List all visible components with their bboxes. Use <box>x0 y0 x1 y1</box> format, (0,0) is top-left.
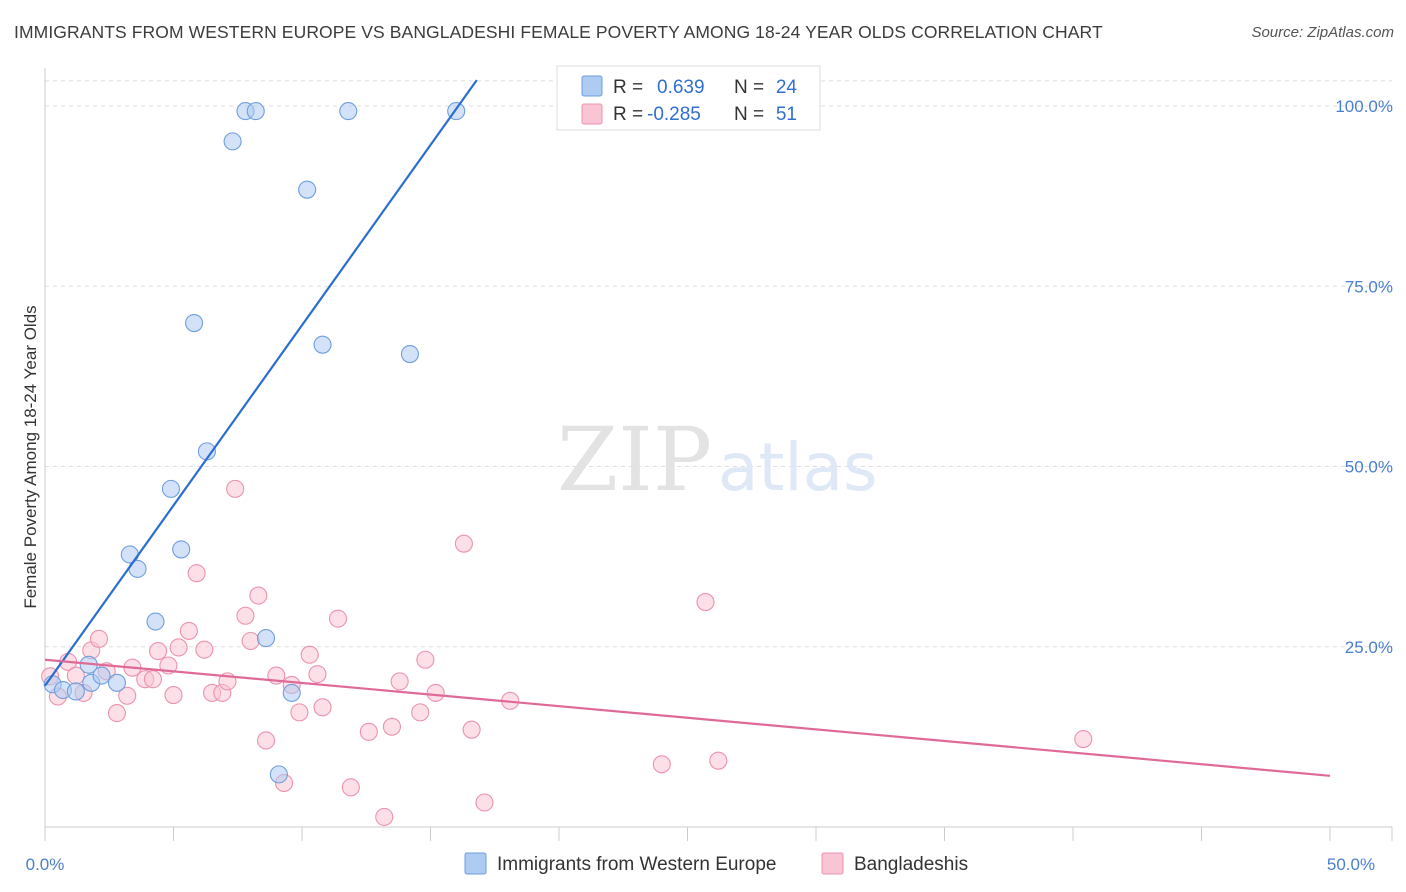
pink-point-15 <box>164 686 183 705</box>
pink-point-40 <box>390 672 409 691</box>
blue-point-16 <box>246 102 265 121</box>
legend-n-label-blue: N = <box>734 77 764 98</box>
blue-point-9 <box>146 612 165 631</box>
legend-swatch-blue <box>581 75 603 97</box>
blue-point-6 <box>107 673 127 692</box>
series-legend-swatch-blue <box>464 852 487 875</box>
pink-trend-line <box>44 658 1331 777</box>
y-tick-label-75: 75.0% <box>1345 277 1393 296</box>
bangladeshis-points <box>41 479 1093 826</box>
y-tick-label-100: 100.0% <box>1335 97 1393 116</box>
blue-point-23 <box>400 345 419 364</box>
blue-point-22 <box>339 102 358 121</box>
pink-point-8 <box>107 704 127 723</box>
series-legend-label-blue: Immigrants from Western Europe <box>497 854 776 875</box>
source-credit: Source: ZipAtlas.com <box>1251 24 1394 41</box>
legend-r-value-pink: -0.285 <box>647 104 701 125</box>
pink-point-6 <box>89 629 109 648</box>
blue-point-5 <box>92 666 111 685</box>
pink-point-23 <box>226 479 245 498</box>
legend-n-label-pink: N = <box>734 104 764 125</box>
pink-point-44 <box>454 534 473 553</box>
y-tick-label-50: 50.0% <box>1345 458 1393 477</box>
blue-point-17 <box>256 629 276 648</box>
pink-point-25 <box>241 631 260 651</box>
pink-point-45 <box>462 720 481 739</box>
pink-point-16 <box>169 638 188 657</box>
legend-n-value-pink: 51 <box>776 104 797 125</box>
pink-point-34 <box>313 698 332 717</box>
stats-legend: R = 0.639 N = 24 R = -0.285 N = 51 <box>556 65 821 131</box>
pink-point-26 <box>249 586 268 605</box>
blue-point-11 <box>172 540 191 559</box>
tick-labels: 25.0% 50.0% 75.0% 100.0% 0.0% 50.0% <box>26 97 1393 874</box>
trend-lines <box>44 79 1331 777</box>
pink-point-17 <box>179 621 198 640</box>
y-axis-title: Female Poverty Among 18-24 Year Olds <box>21 305 40 608</box>
blue-point-12 <box>185 314 204 333</box>
pink-point-12 <box>143 670 162 689</box>
blue-point-10 <box>161 479 180 498</box>
watermark-zip: ZIP <box>557 408 712 511</box>
series-legend: Immigrants from Western Europe Banglades… <box>464 852 968 875</box>
series-legend-swatch-pink <box>821 852 844 875</box>
pink-point-24 <box>236 606 255 625</box>
series-legend-label-pink: Bangladeshis <box>854 854 968 875</box>
chart-title: IMMIGRANTS FROM WESTERN EUROPE VS BANGLA… <box>14 22 1103 42</box>
pink-point-46 <box>475 793 494 812</box>
blue-point-2 <box>66 682 85 701</box>
pink-point-41 <box>411 703 430 722</box>
pink-point-9 <box>118 686 137 705</box>
axes <box>44 68 1393 841</box>
pink-point-19 <box>195 640 214 659</box>
blue-trend-line <box>44 79 478 687</box>
pink-point-51 <box>1074 729 1093 749</box>
legend-r-value-blue: 0.639 <box>657 77 705 98</box>
pink-point-27 <box>256 731 276 750</box>
blue-point-21 <box>313 335 332 354</box>
legend-r-label-blue: R = <box>613 77 643 98</box>
pink-point-37 <box>359 722 378 741</box>
pink-point-31 <box>290 703 309 722</box>
pink-point-38 <box>375 807 394 826</box>
pink-point-13 <box>149 642 168 661</box>
blue-point-14 <box>223 132 242 151</box>
y-tick-label-25: 25.0% <box>1345 638 1393 657</box>
x-tick-label-50: 50.0% <box>1327 855 1375 874</box>
blue-point-19 <box>282 683 301 702</box>
pink-point-36 <box>341 778 360 797</box>
blue-point-18 <box>269 765 288 784</box>
pink-point-33 <box>308 665 327 684</box>
watermark-atlas: atlas <box>718 429 878 506</box>
western-europe-points <box>43 102 466 784</box>
legend-r-label-pink: R = <box>613 104 643 125</box>
pink-point-35 <box>328 609 348 628</box>
gridlines <box>45 80 1392 648</box>
pink-point-42 <box>416 650 435 669</box>
pink-point-39 <box>382 717 402 736</box>
legend-n-value-blue: 24 <box>776 77 798 98</box>
legend-swatch-pink <box>581 103 603 125</box>
pink-point-18 <box>187 564 206 583</box>
pink-point-48 <box>652 755 671 774</box>
pink-point-49 <box>696 593 715 612</box>
x-tick-label-0: 0.0% <box>26 855 65 874</box>
pink-point-50 <box>709 751 728 770</box>
pink-point-32 <box>300 645 319 664</box>
pink-point-43 <box>426 683 445 702</box>
blue-point-20 <box>298 180 317 199</box>
